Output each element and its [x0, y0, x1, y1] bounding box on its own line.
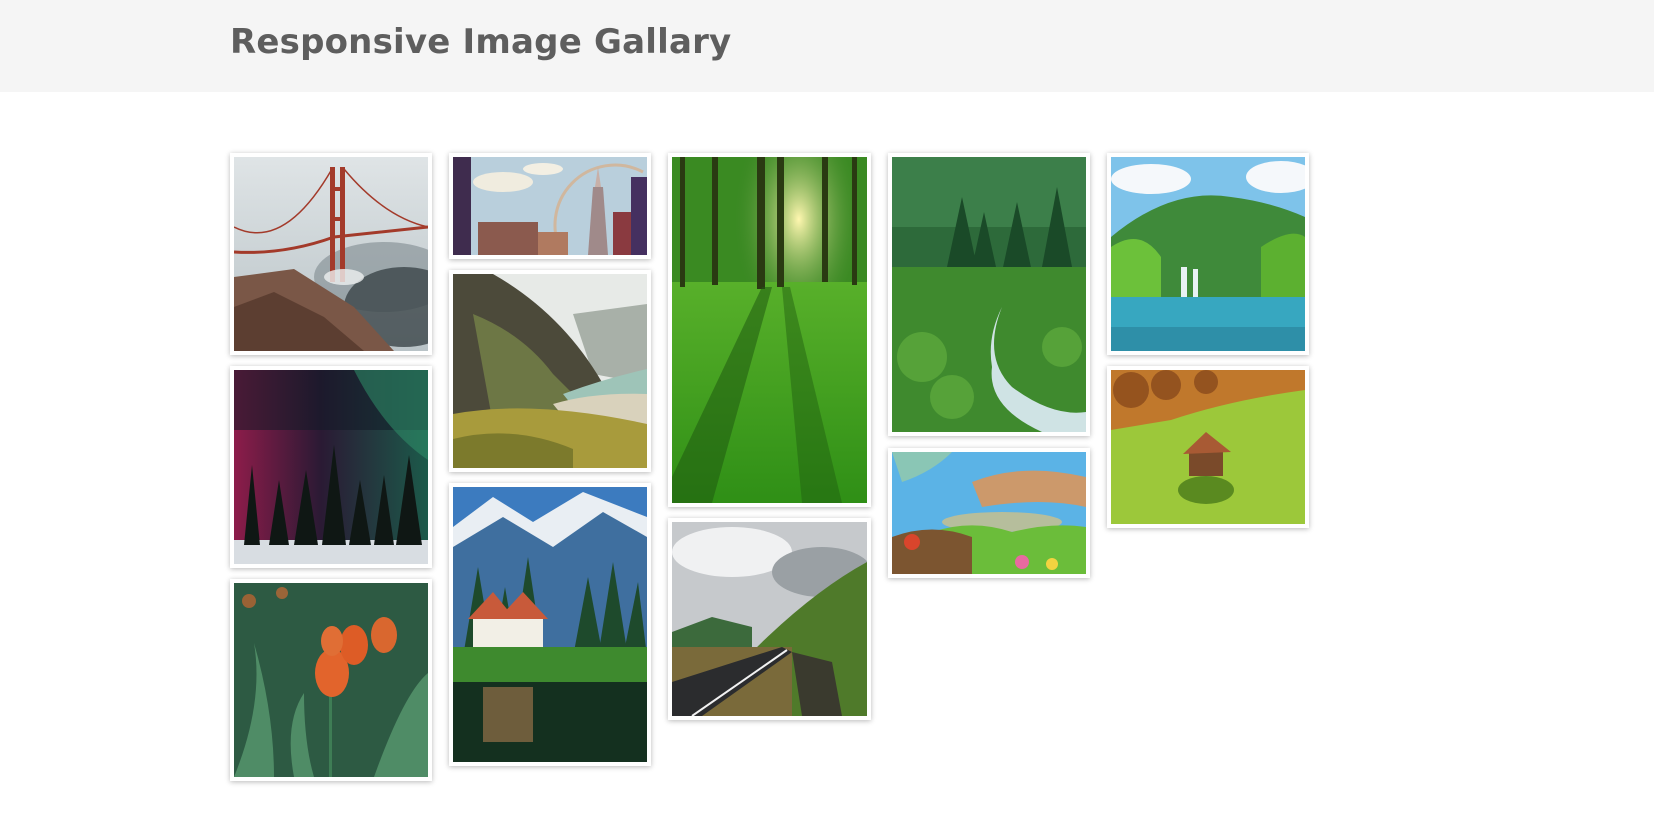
gallery-item-lake-house[interactable] — [449, 483, 651, 766]
page-title: Responsive Image Gallary — [230, 22, 732, 62]
gallery-item-city-skyline[interactable] — [449, 153, 651, 259]
forest-stream-icon — [892, 157, 1086, 432]
waterfall-lake-icon — [1111, 157, 1305, 351]
gallery-item-cartoon-meadow[interactable] — [888, 448, 1090, 578]
gallery-item-mountain-beach[interactable] — [449, 270, 651, 472]
hut-on-meadow-icon — [1111, 370, 1305, 524]
gallery-item-orange-tulips[interactable] — [230, 579, 432, 781]
mountain-beach-icon — [453, 274, 647, 468]
sunlit-forest-icon — [672, 157, 867, 503]
mountain-road-icon — [672, 522, 867, 716]
gallery-item-golden-gate-bridge[interactable] — [230, 153, 432, 355]
gallery-item-mountain-road[interactable] — [668, 518, 871, 720]
aurora-forest-icon — [234, 370, 428, 564]
gallery-item-forest-stream[interactable] — [888, 153, 1090, 436]
orange-tulips-icon — [234, 583, 428, 777]
cartoon-meadow-icon — [892, 452, 1086, 574]
page-header: Responsive Image Gallary — [0, 0, 1654, 92]
lake-house-icon — [453, 487, 647, 762]
gallery-item-hut-meadow[interactable] — [1107, 366, 1309, 528]
city-skyline-icon — [453, 157, 647, 255]
gallery-item-aurora-forest[interactable] — [230, 366, 432, 568]
gallery-item-waterfall-lake[interactable] — [1107, 153, 1309, 355]
gallery-item-sunlit-forest[interactable] — [668, 153, 871, 507]
golden-gate-bridge-icon — [234, 157, 428, 351]
